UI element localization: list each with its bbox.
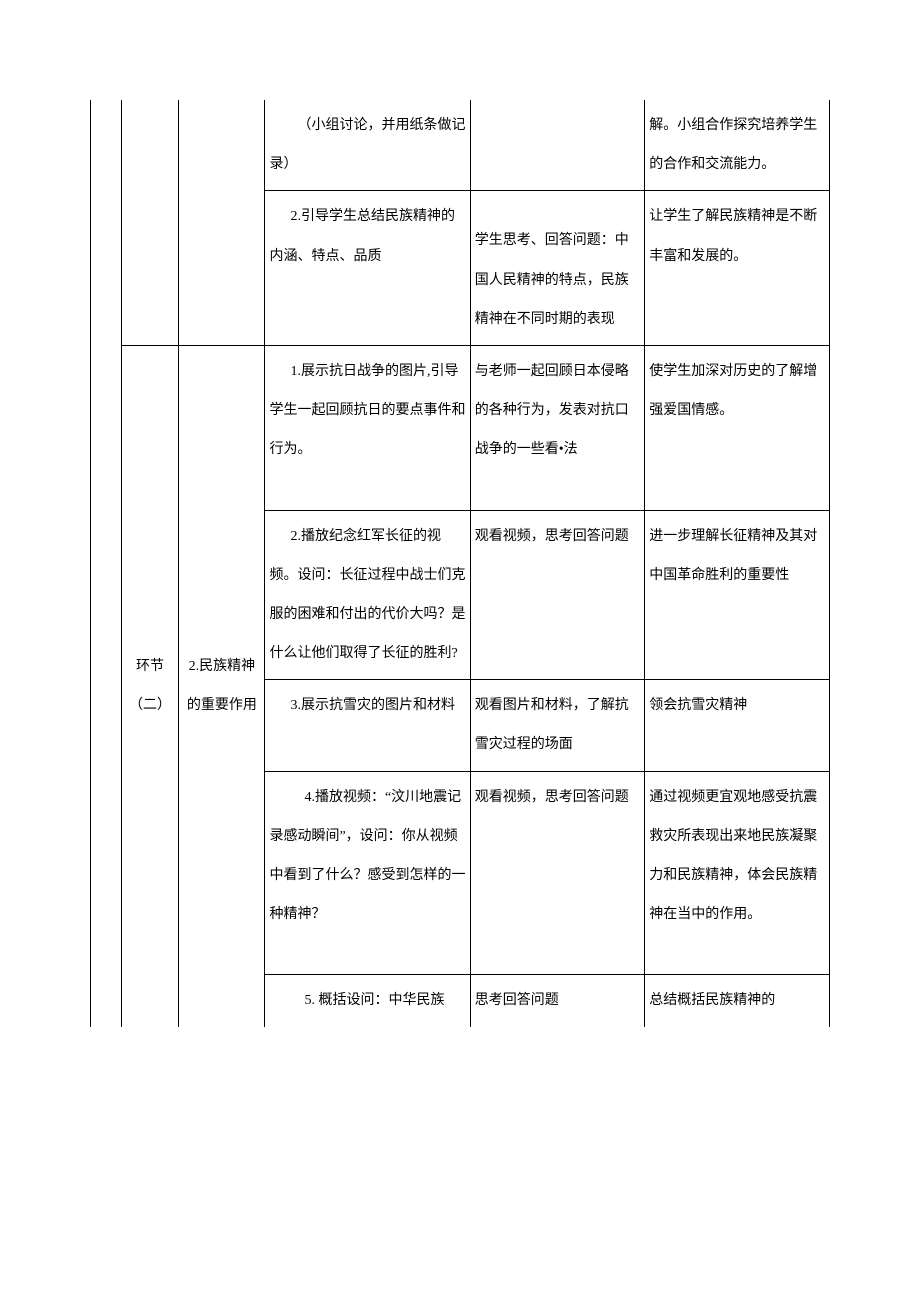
teacher-activity-cell: 3.展示抗雪灾的图片和材料	[265, 680, 470, 771]
stage-label-line2: （二）	[129, 698, 171, 713]
design-intent-cell: 解。小组合作探究培养学生的合作和交流能力。	[645, 100, 830, 191]
design-intent-cell: 通过视频更宜观地感受抗震救灾所表现出来地民族凝聚力和民族精神，体会民族精神在当中…	[645, 771, 830, 975]
topic-label-line1: 2.民族精神	[189, 659, 256, 674]
topic-cell: 2.民族精神 的重要作用	[179, 345, 265, 1026]
design-intent-cell: 让学生了解民族精神是不断丰富和发展的。	[645, 191, 830, 346]
design-intent-cell: 使学生加深对历史的了解增强爱国情感。	[645, 345, 830, 510]
table-row: （小组讨论，并用纸条做记录） 解。小组合作探究培养学生的合作和交流能力。	[91, 100, 830, 191]
page-container: （小组讨论，并用纸条做记录） 解。小组合作探究培养学生的合作和交流能力。 2.引…	[0, 0, 920, 1301]
stage-label-line1: 环节	[136, 659, 164, 674]
teacher-activity-cell: 2.播放纪念红军长征的视频。设问：长征过程中战士们克服的困难和付出的代价大吗？是…	[265, 510, 470, 680]
teacher-activity-cell: 5. 概括设问：中华民族	[265, 975, 470, 1027]
teacher-activity-cell: 2.引导学生总结民族精神的内涵、特点、品质	[265, 191, 470, 346]
design-intent-cell: 总结概括民族精神的	[645, 975, 830, 1027]
lesson-plan-table: （小组讨论，并用纸条做记录） 解。小组合作探究培养学生的合作和交流能力。 2.引…	[90, 100, 830, 1027]
stage-cell: 环节 （二）	[121, 345, 178, 1026]
student-activity-cell: 学生思考、回答问题：中国人民精神的特点，民族精神在不同时期的表现	[470, 191, 644, 346]
teacher-activity-cell: 1.展示抗日战争的图片,引导学生一起回顾抗日的要点事件和行为。	[265, 345, 470, 510]
student-activity-cell: 思考回答问题	[470, 975, 644, 1027]
topic-cell	[179, 100, 265, 345]
design-intent-cell: 进一步理解长征精神及其对中国革命胜利的重要性	[645, 510, 830, 680]
design-intent-cell: 领会抗雪灾精神	[645, 680, 830, 771]
student-activity-cell: 观看视频，思考回答问题	[470, 771, 644, 975]
student-activity-cell: 与老师一起回顾日本侵略的各种行为，发表对抗口战争的一些看•法	[470, 345, 644, 510]
topic-label-line2: 的重要作用	[187, 698, 257, 713]
teacher-activity-cell: 4.播放视频：“汶川地震记录感动瞬间”，设问：你从视频中看到了什么？感受到怎样的…	[265, 771, 470, 975]
outer-column	[91, 100, 122, 1027]
student-activity-cell: 观看图片和材料，了解抗雪灾过程的场面	[470, 680, 644, 771]
student-activity-cell: 观看视频，思考回答问题	[470, 510, 644, 680]
teacher-activity-cell: （小组讨论，并用纸条做记录）	[265, 100, 470, 191]
stage-cell	[121, 100, 178, 345]
table-row: 环节 （二） 2.民族精神 的重要作用 1.展示抗日战争的图片,引导学生一起回顾…	[91, 345, 830, 510]
student-activity-cell	[470, 100, 644, 191]
